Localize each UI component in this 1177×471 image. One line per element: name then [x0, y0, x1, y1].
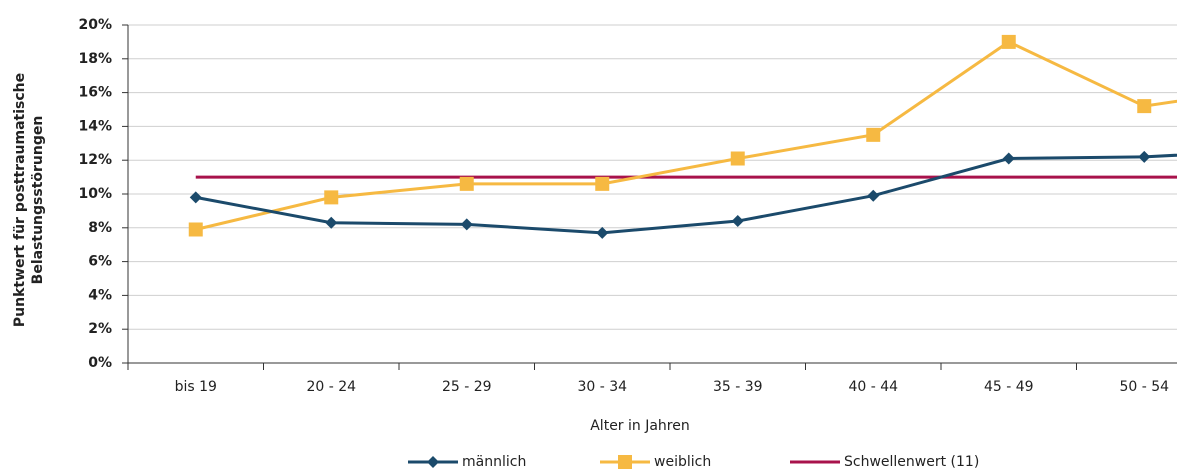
y-tick-label: 6%: [88, 254, 112, 270]
marker: [596, 226, 609, 239]
y-tick-label: 0%: [88, 355, 112, 371]
x-tick-label: 40 - 44: [848, 379, 898, 395]
marker: [460, 218, 473, 231]
y-tick-label: 8%: [88, 220, 112, 236]
marker: [595, 176, 610, 191]
marker: [1137, 99, 1152, 114]
marker: [867, 189, 880, 202]
legend-label: Schwellenwert (11): [844, 454, 979, 470]
marker: [1002, 152, 1015, 165]
y-tick-label: 10%: [78, 186, 112, 202]
legend-label: männlich: [462, 454, 526, 470]
marker: [325, 216, 338, 229]
marker: [459, 176, 474, 191]
marker: [1001, 34, 1016, 49]
series-line: [195, 153, 1177, 235]
marker: [427, 456, 439, 468]
x-tick-label: 50 - 54: [1119, 379, 1169, 395]
x-tick-label: 30 - 34: [577, 379, 627, 395]
x-tick-label: 25 - 29: [442, 379, 492, 395]
y-tick-label: 4%: [88, 287, 112, 303]
y-tick-label: 14%: [78, 118, 112, 134]
marker: [731, 215, 744, 228]
y-tick-label: 12%: [78, 152, 112, 168]
y-axis-label: Punktwert für posttraumatische: [12, 73, 28, 327]
y-tick-label: 20%: [78, 17, 112, 33]
y-tick-label: 16%: [78, 85, 112, 101]
marker: [618, 455, 632, 469]
x-tick-label: 45 - 49: [984, 379, 1034, 395]
x-tick-label: 20 - 24: [306, 379, 356, 395]
series-line: [195, 40, 1177, 231]
marker: [188, 222, 203, 237]
y-axis-label: Belastungsstörungen: [30, 116, 46, 285]
marker: [866, 127, 881, 142]
y-tick-label: 2%: [88, 321, 112, 337]
legend-label: weiblich: [654, 454, 711, 470]
y-tick-label: 18%: [78, 51, 112, 67]
marker: [730, 151, 745, 166]
x-tick-label: bis 19: [175, 379, 217, 395]
marker: [324, 190, 339, 205]
x-axis-label: Alter in Jahren: [590, 418, 690, 434]
x-tick-label: 35 - 39: [713, 379, 763, 395]
marker: [1138, 150, 1151, 163]
marker: [189, 191, 202, 204]
